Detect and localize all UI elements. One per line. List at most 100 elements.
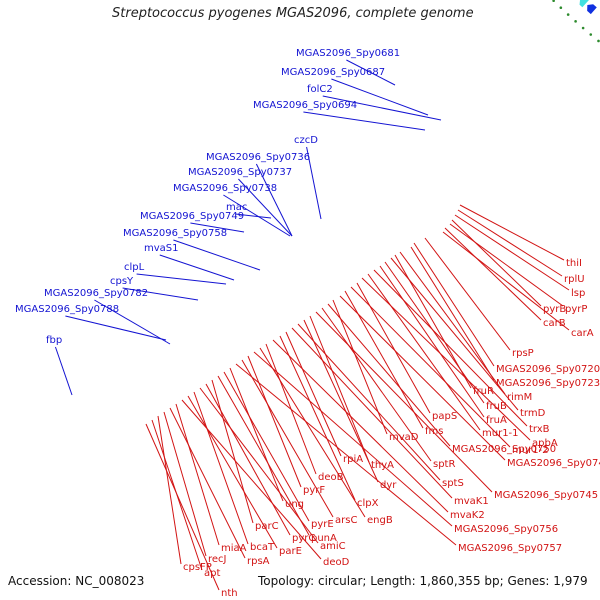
red-label-line — [169, 407, 246, 559]
red-label-line — [332, 299, 388, 435]
gc-dot — [581, 26, 585, 30]
red-gene-label: lsp — [571, 288, 585, 299]
red-label-line — [457, 209, 563, 277]
red-label-line — [390, 257, 519, 411]
red-gene-label: ung — [285, 499, 304, 510]
red-gene-label: engB — [367, 515, 393, 526]
red-gene-label: fms — [425, 426, 443, 437]
blue-gene-label: MGAS2096_Spy0749 — [140, 211, 244, 222]
red-gene-label: fruR — [473, 386, 494, 397]
red-label-line — [285, 331, 342, 457]
red-gene-label: rpiA — [343, 454, 363, 465]
red-label-line — [175, 403, 220, 546]
red-label-line — [413, 242, 495, 367]
red-gene-label: MGAS2096_Spy0756 — [454, 524, 558, 535]
red-gene-label: bcaT — [250, 542, 275, 553]
blue-label-line — [255, 163, 293, 237]
blue-label-line — [306, 146, 322, 220]
red-label-line — [205, 383, 291, 536]
blue-label-line — [122, 287, 199, 301]
blue-gene-label: MGAS2096_Spy0737 — [188, 167, 292, 178]
gc-dot — [597, 39, 600, 43]
red-label-line — [356, 282, 431, 414]
red-gene-label: arsC — [335, 515, 357, 526]
blue-label-line — [94, 299, 171, 345]
red-label-line — [181, 399, 322, 560]
blue-label-line — [235, 213, 272, 219]
red-gene-label: mvaK1 — [454, 496, 489, 507]
red-gene-label: sptS — [442, 478, 464, 489]
red-label-line — [451, 219, 542, 307]
red-label-line — [217, 375, 310, 536]
gc-dot — [589, 33, 593, 36]
gc-dot — [566, 13, 570, 16]
red-gene-label: MGAS2096_Spy0750 — [452, 444, 556, 455]
red-gene-label: rplU — [564, 274, 585, 285]
red-gene-label: rpsA — [247, 556, 270, 567]
red-label-line — [253, 351, 453, 527]
red-label-line — [424, 237, 511, 351]
red-label-line — [229, 367, 284, 502]
red-gene-label: pyrP — [565, 304, 587, 315]
red-gene-label: MGAS2096_Spy0720 — [496, 364, 600, 375]
blue-label-line — [322, 95, 442, 121]
blue-label-line — [159, 254, 235, 281]
red-label-line — [223, 371, 310, 522]
red-gene-label: carB — [543, 318, 566, 329]
red-label-line — [442, 231, 570, 331]
red-gene-label: carA — [571, 328, 594, 339]
blue-gene-label: cpsY — [110, 276, 134, 287]
red-label-line — [303, 319, 379, 483]
red-gene-label: pyrE — [311, 519, 334, 530]
backbone-layer: 660 kbp680 kbp700 kbp720 kbp740 kbp760 k… — [552, 0, 600, 43]
red-label-line — [449, 223, 564, 307]
red-label-line — [459, 204, 565, 261]
red-gene-label: thyA — [371, 460, 394, 471]
red-label-line — [309, 315, 370, 463]
red-gene-label: papS — [432, 411, 457, 422]
accession-text: Accession: NC_008023 — [8, 574, 145, 588]
red-gene-label: recJ — [208, 554, 227, 565]
blue-label-line — [173, 239, 261, 271]
blue-gene-label: mac — [226, 202, 247, 213]
red-label-line — [211, 379, 254, 524]
reverse-cds-arrow — [587, 4, 597, 15]
red-gene-label: punA — [311, 533, 337, 544]
red-gene-label: apt — [204, 568, 220, 579]
red-label-line — [157, 415, 182, 565]
red-gene-label: trmD — [520, 408, 546, 419]
blue-label-line — [223, 194, 291, 237]
label-lines — [54, 59, 570, 591]
red-label-line — [350, 286, 511, 448]
red-gene-label: pyrF — [303, 485, 325, 496]
red-label-line — [193, 391, 249, 545]
red-gene-label: cpsFP — [183, 562, 212, 573]
red-gene-label: MGAS2096_Spy0745 — [494, 490, 598, 501]
red-label-line — [272, 339, 449, 513]
red-label-line — [259, 347, 366, 518]
blue-gene-label: MGAS2096_Spy0738 — [173, 183, 277, 194]
red-gene-label: MGAS2096_Spy0757 — [458, 543, 562, 554]
red-label-line — [379, 265, 485, 418]
red-label-line — [339, 295, 506, 461]
blue-gene-label: MGAS2096_Spy0736 — [206, 152, 310, 163]
feature-tracks — [579, 0, 597, 15]
red-gene-label: dyr — [380, 480, 397, 491]
red-gene-label: amiC — [320, 541, 346, 552]
blue-label-line — [54, 346, 73, 396]
blue-label-line — [190, 222, 245, 233]
red-gene-label: miaA — [221, 543, 247, 554]
red-label-line — [315, 311, 493, 493]
red-label-line — [321, 307, 432, 462]
red-label-line — [297, 323, 441, 481]
gc-dot — [552, 0, 555, 2]
red-label-line — [399, 251, 506, 395]
red-label-line — [410, 246, 495, 381]
red-label-line — [247, 355, 302, 488]
red-gene-label: clpX — [357, 498, 379, 509]
blue-gene-label: MGAS2096_Spy0758 — [123, 228, 227, 239]
map-title: Streptococcus pyogenes MGAS2096, complet… — [112, 6, 474, 21]
red-gene-label: parE — [279, 546, 302, 557]
